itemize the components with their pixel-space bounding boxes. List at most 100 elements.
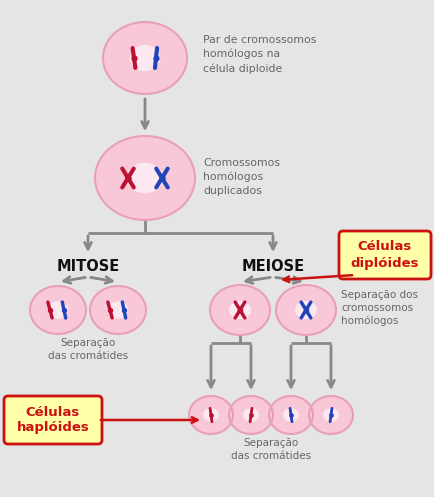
Text: Células
diplóides: Células diplóides	[350, 241, 418, 269]
Ellipse shape	[204, 410, 217, 420]
Ellipse shape	[322, 408, 338, 422]
Ellipse shape	[194, 401, 227, 429]
Ellipse shape	[292, 299, 319, 322]
Ellipse shape	[234, 306, 245, 315]
Ellipse shape	[212, 287, 266, 332]
Ellipse shape	[286, 412, 294, 418]
Ellipse shape	[218, 292, 261, 328]
Ellipse shape	[244, 410, 256, 420]
Ellipse shape	[208, 414, 213, 416]
Text: Par de cromossomos
homólogos na
célula diploide: Par de cromossomos homólogos na célula d…	[203, 35, 316, 74]
Ellipse shape	[110, 28, 179, 87]
Ellipse shape	[193, 400, 228, 430]
Ellipse shape	[268, 396, 312, 434]
Ellipse shape	[118, 155, 172, 201]
Ellipse shape	[248, 414, 253, 416]
Ellipse shape	[286, 294, 324, 326]
Ellipse shape	[294, 301, 316, 319]
Ellipse shape	[188, 396, 233, 434]
Ellipse shape	[99, 140, 190, 216]
Ellipse shape	[275, 285, 335, 335]
Ellipse shape	[53, 306, 63, 315]
Ellipse shape	[129, 45, 160, 71]
Ellipse shape	[229, 301, 250, 319]
Ellipse shape	[238, 405, 263, 425]
Ellipse shape	[280, 407, 300, 423]
Ellipse shape	[228, 396, 273, 434]
Ellipse shape	[191, 398, 230, 432]
Ellipse shape	[33, 288, 83, 332]
Ellipse shape	[108, 148, 181, 209]
Ellipse shape	[133, 48, 156, 68]
Text: Células
haplóides: Células haplóides	[16, 406, 89, 434]
Ellipse shape	[100, 295, 135, 325]
Ellipse shape	[318, 405, 342, 425]
Ellipse shape	[135, 170, 154, 186]
Ellipse shape	[40, 295, 76, 325]
Ellipse shape	[90, 286, 146, 334]
Text: Separação
das cromátides: Separação das cromátides	[48, 338, 128, 361]
Text: MITOSE: MITOSE	[56, 259, 119, 274]
Ellipse shape	[198, 405, 223, 425]
Ellipse shape	[207, 412, 214, 418]
Ellipse shape	[104, 144, 185, 212]
Ellipse shape	[283, 292, 327, 328]
Ellipse shape	[320, 407, 340, 423]
Ellipse shape	[215, 290, 264, 331]
Ellipse shape	[95, 136, 194, 220]
Ellipse shape	[105, 299, 131, 321]
Ellipse shape	[113, 151, 176, 205]
Ellipse shape	[326, 412, 334, 418]
Ellipse shape	[243, 408, 258, 422]
Ellipse shape	[210, 285, 270, 335]
Ellipse shape	[223, 296, 256, 324]
Ellipse shape	[30, 286, 86, 334]
Ellipse shape	[125, 42, 164, 75]
Ellipse shape	[231, 303, 248, 317]
Ellipse shape	[297, 303, 313, 317]
Ellipse shape	[247, 412, 254, 418]
Ellipse shape	[113, 306, 123, 315]
Ellipse shape	[270, 398, 310, 432]
Ellipse shape	[284, 410, 296, 420]
Ellipse shape	[92, 288, 143, 332]
Ellipse shape	[102, 297, 133, 323]
Ellipse shape	[278, 405, 302, 425]
Ellipse shape	[122, 159, 168, 197]
Ellipse shape	[122, 38, 168, 78]
Ellipse shape	[314, 401, 346, 429]
Ellipse shape	[107, 25, 183, 91]
Ellipse shape	[283, 408, 298, 422]
Ellipse shape	[220, 294, 259, 326]
Ellipse shape	[43, 297, 73, 323]
Text: MEIOSE: MEIOSE	[241, 259, 304, 274]
Ellipse shape	[114, 32, 175, 84]
Ellipse shape	[324, 410, 336, 420]
Ellipse shape	[115, 308, 120, 312]
FancyBboxPatch shape	[338, 231, 430, 279]
Ellipse shape	[302, 308, 308, 312]
Ellipse shape	[110, 304, 125, 317]
Ellipse shape	[308, 396, 352, 434]
Ellipse shape	[103, 22, 187, 94]
Ellipse shape	[48, 301, 68, 319]
Ellipse shape	[240, 407, 260, 423]
Ellipse shape	[300, 306, 311, 315]
Ellipse shape	[237, 403, 264, 427]
Ellipse shape	[274, 401, 306, 429]
Ellipse shape	[273, 400, 308, 430]
Ellipse shape	[312, 400, 348, 430]
Ellipse shape	[137, 52, 152, 65]
Text: Separação dos
cromossomos
homólogos: Separação dos cromossomos homólogos	[340, 290, 417, 326]
Ellipse shape	[226, 299, 253, 322]
Ellipse shape	[281, 290, 330, 331]
Ellipse shape	[310, 398, 350, 432]
Ellipse shape	[97, 293, 138, 328]
Ellipse shape	[108, 301, 128, 319]
Ellipse shape	[316, 403, 344, 427]
Ellipse shape	[45, 299, 71, 321]
Ellipse shape	[233, 400, 268, 430]
Ellipse shape	[197, 403, 224, 427]
Ellipse shape	[289, 296, 322, 324]
Text: Separação
das cromátides: Separação das cromátides	[230, 438, 310, 461]
